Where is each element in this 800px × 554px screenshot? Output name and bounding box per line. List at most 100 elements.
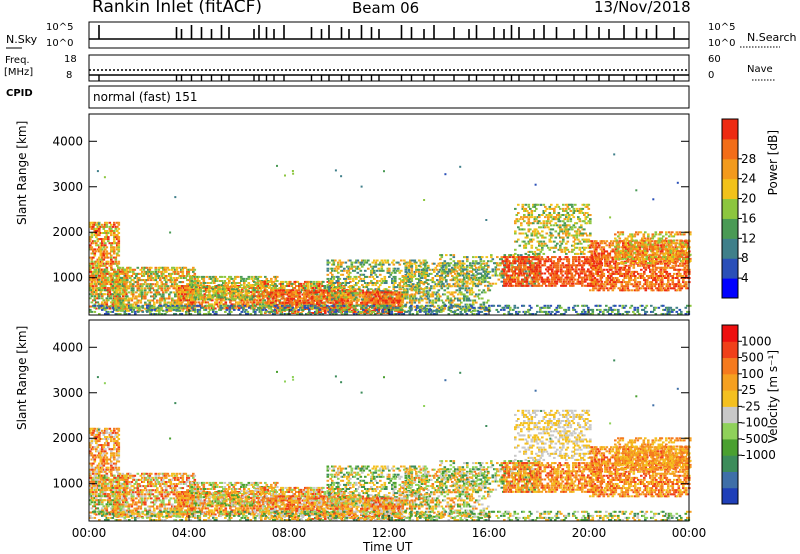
data-cell xyxy=(352,292,355,295)
data-cell xyxy=(90,242,94,245)
data-cell xyxy=(144,266,147,269)
data-cell xyxy=(232,298,236,301)
data-cell xyxy=(557,268,560,271)
data-cell xyxy=(307,289,311,292)
data-cell xyxy=(165,275,168,277)
data-cell xyxy=(101,287,104,289)
data-cell xyxy=(189,286,192,289)
data-cell xyxy=(141,287,144,290)
data-cell xyxy=(478,268,481,271)
data-cell xyxy=(105,260,109,263)
data-cell xyxy=(479,303,483,306)
data-cell xyxy=(201,277,204,280)
data-cell xyxy=(98,278,101,281)
data-cell xyxy=(195,286,198,289)
data-cell xyxy=(92,278,95,281)
data-cell xyxy=(287,295,291,298)
data-cell xyxy=(163,297,167,300)
data-cell xyxy=(388,293,391,296)
data-cell xyxy=(326,263,330,266)
data-cell xyxy=(316,301,320,304)
data-cell xyxy=(329,277,333,280)
data-cell xyxy=(511,264,514,267)
data-cell xyxy=(144,295,147,298)
data-cell xyxy=(215,303,219,306)
data-cell xyxy=(171,299,174,302)
data-cell xyxy=(392,269,396,272)
cpid-text: normal (fast) 151 xyxy=(93,90,198,104)
data-cell xyxy=(240,296,243,299)
data-cell xyxy=(144,291,147,294)
data-cell xyxy=(185,285,189,287)
data-cell xyxy=(418,299,421,302)
data-cell xyxy=(108,283,112,286)
data-cell xyxy=(198,294,201,297)
data-cell xyxy=(252,290,255,293)
data-cell xyxy=(116,221,119,224)
data-cell xyxy=(427,266,430,269)
data-cell xyxy=(213,277,216,280)
data-cell xyxy=(110,276,113,279)
data-cell xyxy=(118,305,122,308)
data-cell xyxy=(110,262,113,265)
data-cell xyxy=(335,280,339,282)
data-cell xyxy=(119,303,122,306)
data-cell xyxy=(473,276,477,279)
data-cell xyxy=(271,297,275,300)
data-cell xyxy=(108,291,112,294)
data-cell xyxy=(377,286,381,289)
data-cell xyxy=(388,295,392,298)
data-cell xyxy=(110,268,113,271)
data-cell xyxy=(273,275,276,278)
data-cell xyxy=(490,284,493,287)
data-cell xyxy=(337,303,340,306)
data-cell xyxy=(101,256,104,259)
data-cell xyxy=(347,290,351,293)
data-cell xyxy=(329,299,333,302)
data-cell xyxy=(92,272,95,275)
data-cell xyxy=(321,308,324,310)
data-cell xyxy=(214,289,217,292)
data-cell xyxy=(156,283,159,286)
data-cell xyxy=(93,299,97,302)
data-cell xyxy=(199,292,203,295)
data-cell xyxy=(179,299,183,302)
data-cell xyxy=(166,297,170,300)
data-cell xyxy=(165,266,168,269)
data-cell xyxy=(90,262,94,265)
data-cell xyxy=(98,266,101,269)
data-cell xyxy=(241,290,245,293)
data-cell xyxy=(507,266,511,269)
data-cell xyxy=(101,260,104,263)
data-cell xyxy=(413,272,417,275)
data-cell xyxy=(533,270,536,273)
data-cell xyxy=(326,269,330,272)
data-cell xyxy=(95,270,98,273)
data-cell xyxy=(129,283,132,286)
data-cell xyxy=(207,282,210,284)
data-cell xyxy=(178,291,181,294)
data-cell xyxy=(400,288,403,291)
data-cell xyxy=(204,298,207,301)
data-cell xyxy=(530,268,533,271)
data-cell xyxy=(96,293,100,296)
data-cell xyxy=(95,250,98,253)
data-cell xyxy=(316,303,319,306)
data-cell xyxy=(424,281,427,284)
data-cell xyxy=(120,307,123,310)
data-cell xyxy=(259,305,262,308)
data-cell xyxy=(113,240,116,243)
data-cell xyxy=(320,295,324,298)
data-cell xyxy=(203,295,207,298)
data-cell xyxy=(397,293,400,296)
data-cell xyxy=(320,297,324,300)
data-cell xyxy=(359,269,363,272)
data-cell xyxy=(214,298,218,301)
data-cell xyxy=(165,303,168,306)
data-cell xyxy=(337,261,340,264)
data-cell xyxy=(337,287,340,289)
data-cell xyxy=(250,298,254,301)
data-cell xyxy=(540,276,544,279)
data-cell xyxy=(328,290,331,293)
data-cell xyxy=(557,264,560,267)
